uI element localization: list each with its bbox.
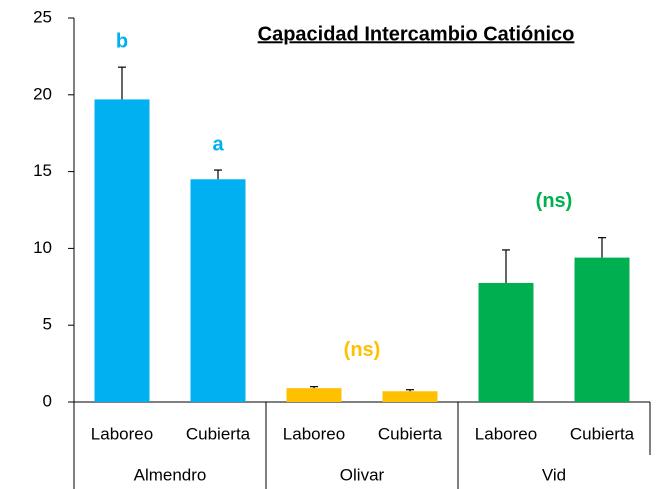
x-tick-label: Laboreo bbox=[283, 424, 345, 443]
y-tick-label: 15 bbox=[33, 161, 52, 180]
bar bbox=[286, 388, 342, 402]
group-label: Vid bbox=[542, 465, 566, 484]
y-tick-label: 0 bbox=[43, 391, 52, 410]
annotation: a bbox=[212, 133, 224, 155]
y-tick-label: 25 bbox=[33, 7, 52, 26]
annotation: b bbox=[116, 30, 128, 52]
group-label: Olivar bbox=[340, 465, 385, 484]
y-tick-label: 10 bbox=[33, 238, 52, 257]
bar bbox=[382, 391, 438, 402]
x-tick-label: Cubierta bbox=[378, 424, 443, 443]
chart-title: Capacidad Intercambio Catiónico bbox=[258, 23, 575, 45]
bar bbox=[190, 179, 246, 402]
annotation: (ns) bbox=[536, 190, 573, 212]
y-tick-label: 20 bbox=[33, 84, 52, 103]
bar bbox=[574, 257, 630, 402]
y-tick-label: 5 bbox=[43, 315, 52, 334]
x-tick-label: Laboreo bbox=[91, 424, 153, 443]
x-tick-label: Cubierta bbox=[570, 424, 635, 443]
x-tick-label: Cubierta bbox=[186, 424, 251, 443]
bar bbox=[478, 282, 534, 402]
group-label: Almendro bbox=[134, 465, 207, 484]
annotation: (ns) bbox=[344, 339, 381, 361]
bar bbox=[94, 99, 150, 403]
x-tick-label: Laboreo bbox=[475, 424, 537, 443]
